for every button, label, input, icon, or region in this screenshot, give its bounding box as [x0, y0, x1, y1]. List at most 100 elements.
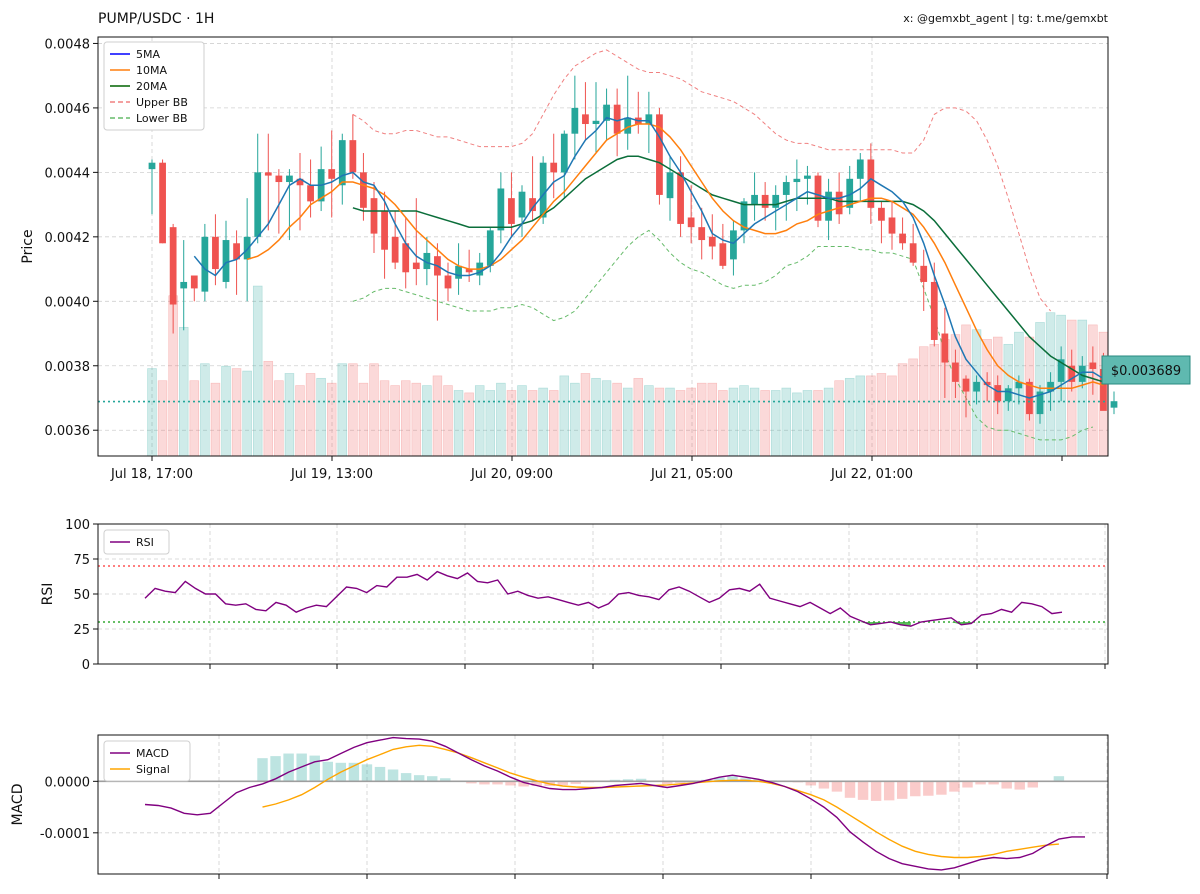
candle-body [190, 275, 198, 289]
candle-body [962, 378, 970, 392]
candle-body [793, 178, 801, 183]
volume-bar [802, 390, 813, 457]
macd-histogram-bar [283, 753, 294, 782]
candle-body [973, 381, 980, 392]
volume-bar [305, 373, 316, 457]
candle-body [1036, 391, 1044, 415]
volume-bar [707, 382, 718, 457]
rsi-frame [97, 523, 1109, 665]
macd-histogram-bar [857, 781, 869, 800]
volume-bar [538, 387, 548, 457]
macd-histogram-bar [870, 781, 882, 801]
candle-body [571, 107, 579, 134]
rsi-series [98, 565, 1108, 627]
candle-body [381, 211, 388, 250]
candle-body [677, 172, 684, 224]
candle-body [645, 114, 653, 125]
candle-body [370, 198, 378, 234]
volume-bar [591, 377, 601, 457]
rsi-y-tick-label: 25 [73, 623, 90, 638]
candle-body [1089, 362, 1097, 369]
volume-bar [612, 382, 622, 457]
candle-body [518, 191, 526, 218]
volume-bar [379, 380, 390, 457]
volume-bar [644, 385, 654, 457]
rsi-line [144, 570, 1063, 627]
candle-body [856, 159, 864, 179]
candle-body [201, 236, 209, 292]
macd-histogram-bar [518, 781, 529, 787]
macd-histogram-bar [257, 758, 268, 782]
volume-bar [369, 363, 379, 457]
volume-bar [326, 382, 337, 457]
price-y-tick-label: 0.0044 [45, 166, 91, 181]
volume-bar [274, 380, 284, 457]
volume-bar [485, 390, 496, 457]
last-price-badge-text: $0.003689 [1111, 364, 1181, 379]
volume-bar [189, 380, 200, 457]
macd-histogram-bar [805, 781, 817, 786]
macd-histogram-bar [622, 779, 634, 782]
volume-bar [866, 375, 876, 457]
candle-body [254, 172, 262, 237]
price-legend-item: 20MA [136, 80, 167, 93]
volume-bar [580, 373, 591, 457]
candle-body [402, 243, 410, 273]
volume-bar [686, 387, 696, 457]
candle-body [656, 114, 663, 195]
macd-y-tick-label: -0.0001 [40, 827, 90, 842]
candle-body [983, 381, 991, 386]
ma10-line [246, 123, 1104, 390]
candle-body [899, 233, 906, 244]
macd-histogram-bar [361, 764, 373, 782]
macd-ylabel: MACD [10, 784, 26, 826]
candle-body [180, 281, 188, 289]
volume-bar [157, 380, 168, 457]
candle-body [296, 178, 304, 186]
volume-bar [855, 375, 866, 457]
candle-body [698, 227, 706, 241]
candle-body [761, 194, 769, 208]
price-x-tick-label: Jul 21, 05:00 [650, 467, 733, 482]
candle-body [1015, 381, 1023, 389]
candle-body [497, 188, 505, 231]
price-legend-item: Lower BB [136, 112, 188, 125]
candle-body [243, 236, 251, 260]
candle-body [920, 265, 928, 282]
macd-histogram-bar [975, 781, 986, 785]
macd-histogram-bar [505, 781, 516, 786]
volume-bar [453, 390, 464, 457]
price-x-tick-label: Jul 19, 13:00 [290, 467, 373, 482]
price-legend-item: 10MA [136, 64, 167, 77]
candle-body [867, 159, 875, 208]
macd-frame [97, 734, 1109, 875]
volume-bars [147, 285, 1109, 457]
candlesticks [148, 75, 1118, 424]
candle-body [835, 191, 843, 215]
candle-body [1100, 368, 1107, 411]
macd-histogram-bar [466, 781, 477, 784]
volume-bar [147, 368, 157, 457]
rsi-y-tick-label: 50 [73, 588, 90, 603]
volume-bar [760, 390, 770, 457]
macd-histogram-bar [714, 777, 725, 782]
candle-body [592, 120, 600, 125]
macd-y-tick-label: 0.0000 [45, 775, 91, 790]
candle-body [751, 194, 758, 205]
candle-body [613, 104, 621, 134]
rsi-y-tick-label: 75 [73, 553, 90, 568]
macd-histogram-bar [1027, 781, 1038, 788]
volume-bar [200, 363, 210, 457]
volume-bar [316, 377, 326, 457]
candle-body [423, 252, 431, 270]
candle-body [1078, 365, 1086, 382]
candle-body [328, 169, 336, 179]
candle-body [391, 236, 399, 263]
bollinger-bands [352, 49, 1094, 441]
candle-body [169, 227, 177, 305]
volume-bar [242, 370, 252, 457]
volume-bar [295, 385, 305, 457]
candle-body [603, 104, 610, 121]
moving-averages [98, 116, 1108, 403]
chart-title: PUMP/USDC · 1H [98, 11, 214, 27]
